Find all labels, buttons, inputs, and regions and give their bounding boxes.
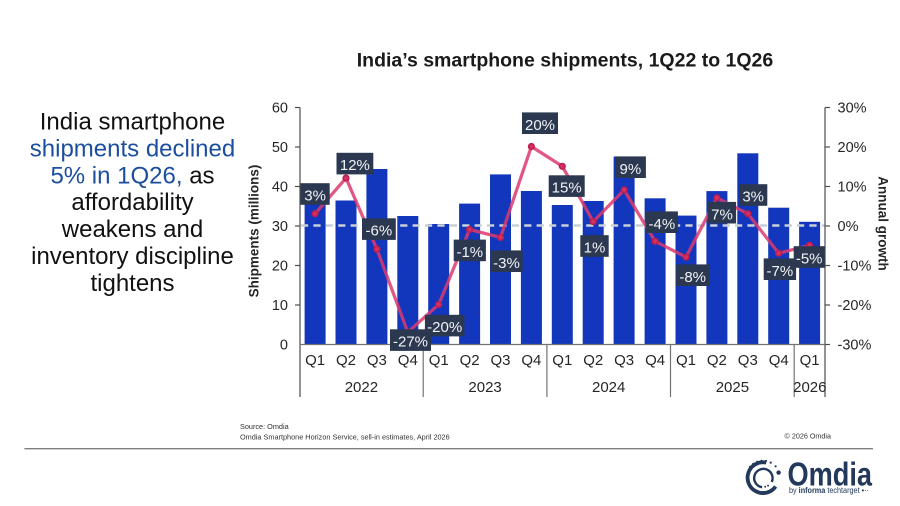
svg-text:2022: 2022 [345, 379, 378, 396]
svg-text:30%: 30% [838, 101, 867, 117]
svg-text:India smartphone: India smartphone [40, 109, 225, 136]
svg-text:-30%: -30% [838, 338, 872, 354]
svg-text:1%: 1% [584, 240, 606, 257]
svg-text:Q2: Q2 [583, 352, 603, 369]
svg-text:-3%: -3% [493, 255, 520, 272]
svg-text:-10%: -10% [838, 259, 872, 275]
svg-text:Q4: Q4 [645, 352, 665, 369]
svg-text:affordability: affordability [71, 189, 193, 216]
svg-text:Q3: Q3 [738, 352, 758, 369]
svg-text:20: 20 [272, 259, 288, 275]
svg-text:shipments declined: shipments declined [30, 135, 235, 162]
svg-text:-1%: -1% [456, 244, 483, 261]
svg-text:3%: 3% [742, 189, 764, 206]
svg-text:40: 40 [272, 180, 288, 196]
svg-text:Q2: Q2 [460, 352, 480, 369]
svg-text:weakens and: weakens and [61, 216, 203, 243]
svg-text:20%: 20% [525, 117, 555, 134]
svg-text:-8%: -8% [679, 269, 706, 286]
svg-text:-27%: -27% [393, 334, 428, 351]
svg-text:Annual growth: Annual growth [876, 176, 891, 271]
svg-text:60: 60 [272, 101, 288, 117]
svg-text:-5%: -5% [796, 251, 823, 268]
svg-text:Q1: Q1 [800, 352, 820, 369]
svg-text:Q1: Q1 [429, 352, 449, 369]
svg-text:India’s smartphone shipments,: India’s smartphone shipments, 1Q22 to 1Q… [357, 50, 774, 72]
svg-text:2024: 2024 [592, 379, 625, 396]
svg-text:12%: 12% [340, 157, 370, 174]
svg-text:30: 30 [272, 219, 288, 235]
svg-text:© 2026 Omdia: © 2026 Omdia [785, 432, 831, 441]
svg-text:2023: 2023 [468, 379, 501, 396]
svg-text:Shipments (millions): Shipments (millions) [247, 165, 262, 298]
svg-text:0%: 0% [838, 219, 859, 235]
svg-text:-4%: -4% [649, 216, 676, 233]
svg-text:3%: 3% [304, 188, 326, 205]
svg-text:9%: 9% [620, 161, 642, 178]
svg-text:inventory discipline: inventory discipline [31, 243, 234, 270]
svg-text:Q1: Q1 [305, 352, 325, 369]
svg-text:by informa techtarget •··: by informa techtarget •·· [789, 485, 869, 495]
svg-text:Q4: Q4 [769, 352, 789, 369]
svg-text:20%: 20% [838, 140, 867, 156]
svg-text:Q4: Q4 [521, 352, 541, 369]
svg-text:Source: Omdia: Source: Omdia [240, 422, 290, 431]
svg-text:15%: 15% [552, 180, 582, 197]
svg-text:5% in 1Q26, as: 5% in 1Q26, as [50, 162, 214, 189]
svg-text:Q3: Q3 [614, 352, 634, 369]
svg-text:-7%: -7% [767, 263, 794, 280]
svg-text:Omdia: Omdia [788, 456, 873, 493]
svg-text:7%: 7% [711, 206, 733, 223]
svg-text:-20%: -20% [427, 319, 462, 336]
svg-text:10: 10 [272, 298, 288, 314]
svg-text:10%: 10% [838, 180, 867, 196]
svg-text:-6%: -6% [366, 223, 393, 240]
svg-text:-20%: -20% [838, 298, 872, 314]
svg-text:Q4: Q4 [398, 352, 418, 369]
svg-text:Omdia Smartphone Horizon Servi: Omdia Smartphone Horizon Service, sell-i… [240, 432, 450, 441]
svg-text:Q2: Q2 [336, 352, 356, 369]
svg-text:0: 0 [280, 338, 288, 354]
svg-text:Q2: Q2 [707, 352, 727, 369]
svg-text:tightens: tightens [90, 270, 174, 297]
svg-text:2026: 2026 [793, 379, 826, 396]
svg-text:Q3: Q3 [490, 352, 510, 369]
svg-text:Q3: Q3 [367, 352, 387, 369]
svg-text:50: 50 [272, 140, 288, 156]
svg-text:Q1: Q1 [552, 352, 572, 369]
svg-text:Q1: Q1 [676, 352, 696, 369]
svg-text:2025: 2025 [716, 379, 749, 396]
